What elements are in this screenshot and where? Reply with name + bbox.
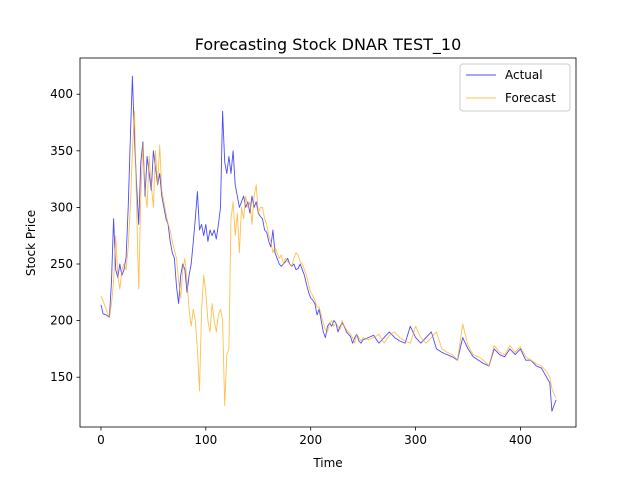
legend: Actual Forecast [459, 63, 571, 112]
y-tick-label: 400 [50, 87, 73, 101]
x-tick-label: 300 [404, 433, 427, 447]
x-tick-label: 100 [194, 433, 217, 447]
y-tick-label: 150 [50, 370, 73, 384]
y-axis-label: Stock Price [24, 210, 38, 276]
x-axis-label: Time [312, 456, 342, 470]
series-line-forecast [100, 110, 557, 406]
plot-frame [79, 57, 577, 428]
legend-label-forecast: Forecast [505, 91, 556, 105]
x-tick-label: 200 [299, 433, 322, 447]
series-line-actual [100, 75, 557, 412]
chart-title: Forecasting Stock DNAR TEST_10 [195, 35, 462, 55]
x-axis-ticks: 0 100 200 300 400 [97, 427, 532, 447]
x-tick-label: 400 [509, 433, 532, 447]
series-layer [100, 75, 557, 412]
y-tick-label: 200 [50, 314, 73, 328]
y-axis-ticks: 150 200 250 300 350 400 [50, 87, 80, 384]
legend-label-actual: Actual [505, 68, 543, 82]
y-tick-label: 300 [50, 200, 73, 214]
legend-box [459, 63, 571, 112]
y-tick-label: 250 [50, 257, 73, 271]
y-tick-label: 350 [50, 144, 73, 158]
x-tick-label: 0 [97, 433, 105, 447]
